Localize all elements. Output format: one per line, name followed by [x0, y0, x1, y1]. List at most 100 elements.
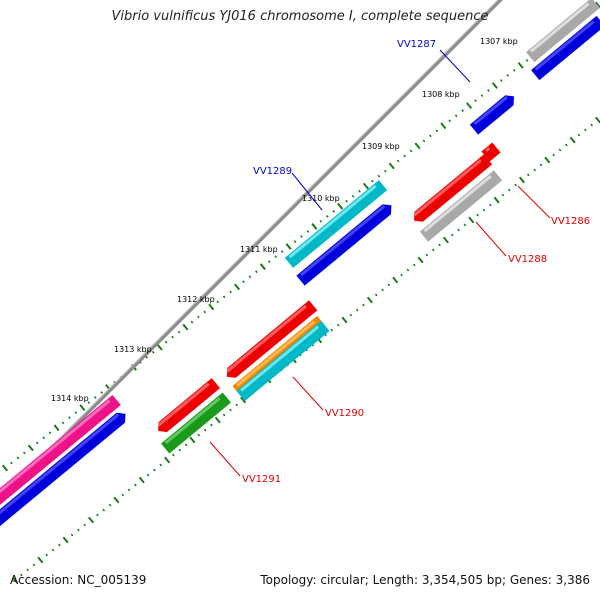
inner-tick [501, 193, 505, 197]
inner-tick [26, 568, 30, 572]
outer-tick [474, 99, 477, 103]
topology-stats-text: Topology: circular; Length: 3,354,505 bp… [260, 573, 590, 587]
gene-vv1307-blue [531, 15, 600, 81]
outer-tick [42, 436, 46, 440]
kbp-label-1307: 1307 kbp [480, 37, 518, 46]
outer-tick [311, 223, 318, 230]
outer-tick [461, 109, 464, 113]
outer-tick [396, 159, 400, 163]
gene-pink [0, 394, 121, 508]
inner-tick [102, 508, 106, 512]
gene-vv1290-red [226, 300, 318, 378]
inner-tick [172, 453, 175, 457]
vv1291-leader [209, 441, 241, 477]
kbp-label-1308: 1308 kbp [422, 90, 460, 99]
outer-tick [491, 82, 498, 89]
inner-tick [45, 553, 49, 557]
inner-tick [406, 268, 410, 272]
inner-tick [425, 253, 429, 257]
inner-tick [240, 396, 247, 404]
inner-tick [134, 483, 137, 487]
outer-tick [300, 235, 303, 238]
outer-tick [499, 79, 503, 82]
inner-tick [450, 233, 454, 237]
kbp-label-1309: 1309 kbp [362, 142, 400, 151]
inner-tick [189, 436, 196, 444]
inner-tick [507, 188, 511, 192]
outer-tick [27, 444, 34, 452]
accession-text: Accession: NC_005139 [10, 573, 147, 587]
outer-tick [208, 303, 215, 311]
inner-tick [113, 496, 120, 504]
inner-tick [83, 523, 87, 527]
outer-tick-ring [1, 1, 600, 472]
outer-tick [267, 260, 271, 264]
inner-tick [77, 528, 80, 532]
outer-tick [512, 69, 516, 72]
gene-vv1289-blue [296, 204, 392, 286]
inner-tick [493, 196, 500, 204]
inner-tick [121, 493, 125, 497]
gene-vv1291-green [161, 392, 231, 454]
inner-tick [362, 303, 365, 307]
gene-vv1291-red [157, 378, 221, 433]
gene-leader-lines [209, 49, 551, 477]
kbp-label-1313: 1313 kbp [114, 345, 152, 354]
outer-tick [403, 154, 406, 158]
outer-tick [248, 275, 252, 279]
outer-tick [358, 189, 361, 193]
vv1289-label: VV1289 [253, 166, 292, 177]
inner-tick [533, 168, 536, 172]
vv1291-label: VV1291 [242, 474, 281, 485]
outer-tick [306, 230, 310, 233]
gene-vv1286-small [481, 142, 501, 162]
outer-tick [383, 169, 387, 173]
gene-vv1288 [419, 170, 503, 242]
outer-tick [164, 340, 168, 344]
inner-tick [210, 423, 213, 427]
inner-tick [37, 556, 44, 564]
inner-tick [203, 428, 207, 432]
outer-tick [332, 209, 336, 213]
inner-tick [583, 128, 587, 132]
gene-vv1287 [469, 95, 515, 135]
inner-tick [341, 316, 348, 324]
kbp-label-1310: 1310 kbp [302, 194, 340, 203]
vv1287-label: VV1287 [397, 39, 436, 50]
inner-tick [400, 273, 403, 277]
outer-tick [1, 464, 9, 472]
outer-tick [506, 74, 510, 77]
outer-tick [429, 134, 432, 138]
inner-tick [544, 156, 551, 164]
genome-backbone-highlight [0, 0, 499, 499]
outer-tick [229, 290, 232, 294]
inner-tick [222, 413, 226, 417]
inner-tick [442, 236, 449, 244]
outer-tick [517, 62, 524, 69]
inner-tick [431, 248, 435, 252]
outer-tick [435, 129, 439, 133]
outer-tick [93, 396, 97, 399]
inner-tick [11, 576, 19, 584]
kbp-axis-labels: 1307 kbp 1308 kbp 1309 kbp 1310 kbp 1311… [51, 37, 518, 403]
outer-tick [466, 102, 473, 110]
inner-tick [164, 456, 171, 464]
vv1289-leader [291, 172, 323, 211]
outer-tick [177, 330, 181, 334]
inner-tick [577, 133, 581, 137]
inner-tick [412, 263, 416, 267]
vv1287-leader [439, 49, 471, 83]
outer-tick [480, 94, 484, 97]
outer-tick [409, 149, 413, 153]
inner-tick [514, 183, 517, 187]
inner-tick [476, 213, 479, 217]
inner-tick [336, 323, 340, 327]
outer-tick [234, 283, 241, 291]
outer-tick [171, 335, 174, 339]
inner-tick [235, 403, 239, 407]
inner-tick [51, 548, 55, 552]
inner-tick [62, 536, 69, 544]
inner-tick [138, 476, 145, 484]
kbp-label-1311: 1311 kbp [240, 245, 278, 254]
